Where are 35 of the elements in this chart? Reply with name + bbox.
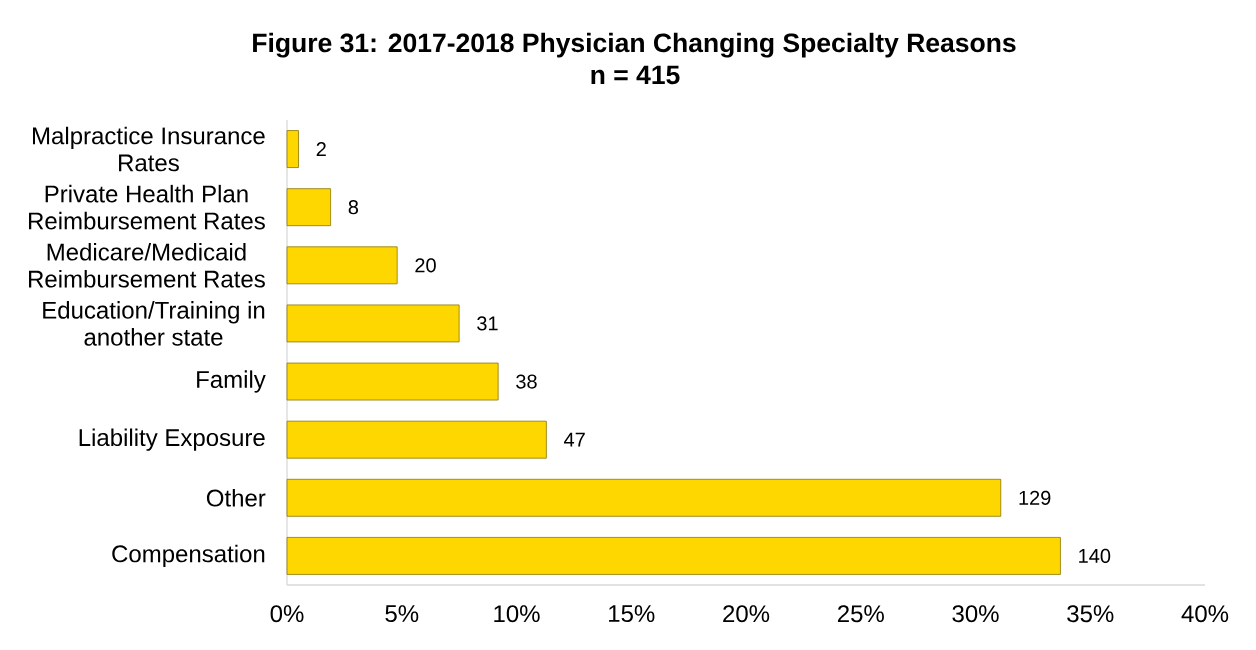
x-tick-label: 15% xyxy=(609,605,655,623)
x-tick-label: 35% xyxy=(1067,605,1114,623)
bar xyxy=(286,478,1002,517)
bar xyxy=(286,246,398,285)
y-tick-label: Compensation xyxy=(112,544,265,568)
bar xyxy=(286,188,332,227)
y-tick-label: Malpractice Insurance Rates xyxy=(33,126,265,172)
x-tick-label: 5% xyxy=(385,605,419,623)
annotation: 129 xyxy=(1019,490,1051,505)
x-tick-label: 0% xyxy=(270,605,304,623)
y-tick-label: Education/Training in another state xyxy=(43,301,265,346)
annotation: 20 xyxy=(415,258,436,273)
bar xyxy=(286,420,547,459)
annotation: 8 xyxy=(348,200,359,215)
y-tick-label: Medicare/Medicaid Reimbursement Rates xyxy=(29,242,265,288)
bar xyxy=(286,130,299,168)
x-tick-label: 10% xyxy=(494,605,540,623)
y-tick-label: Private Health Plan Reimbursement Rates xyxy=(29,184,265,230)
chart-title: Figure 31: 2017-2018 Physician Changing Specialty Reasons xyxy=(253,32,1016,58)
bar xyxy=(286,537,1061,575)
x-tick-label: 30% xyxy=(952,605,999,623)
y-tick-label: Liability Exposure xyxy=(79,428,265,451)
bar xyxy=(286,304,460,343)
y-tick-label: Family xyxy=(197,370,266,393)
x-tick-label: 20% xyxy=(723,605,770,623)
x-tick-label: 25% xyxy=(837,605,884,623)
bar xyxy=(286,362,499,401)
x-tick-label: 40% xyxy=(1181,605,1229,623)
annotation: 140 xyxy=(1079,548,1111,564)
annotation: 31 xyxy=(477,316,498,331)
chart-subtitle: n = 415 xyxy=(591,65,680,85)
annotation: 38 xyxy=(516,374,537,389)
y-tick-label: Other xyxy=(206,488,266,507)
annotation: 2 xyxy=(316,142,326,157)
annotation: 47 xyxy=(564,432,585,447)
